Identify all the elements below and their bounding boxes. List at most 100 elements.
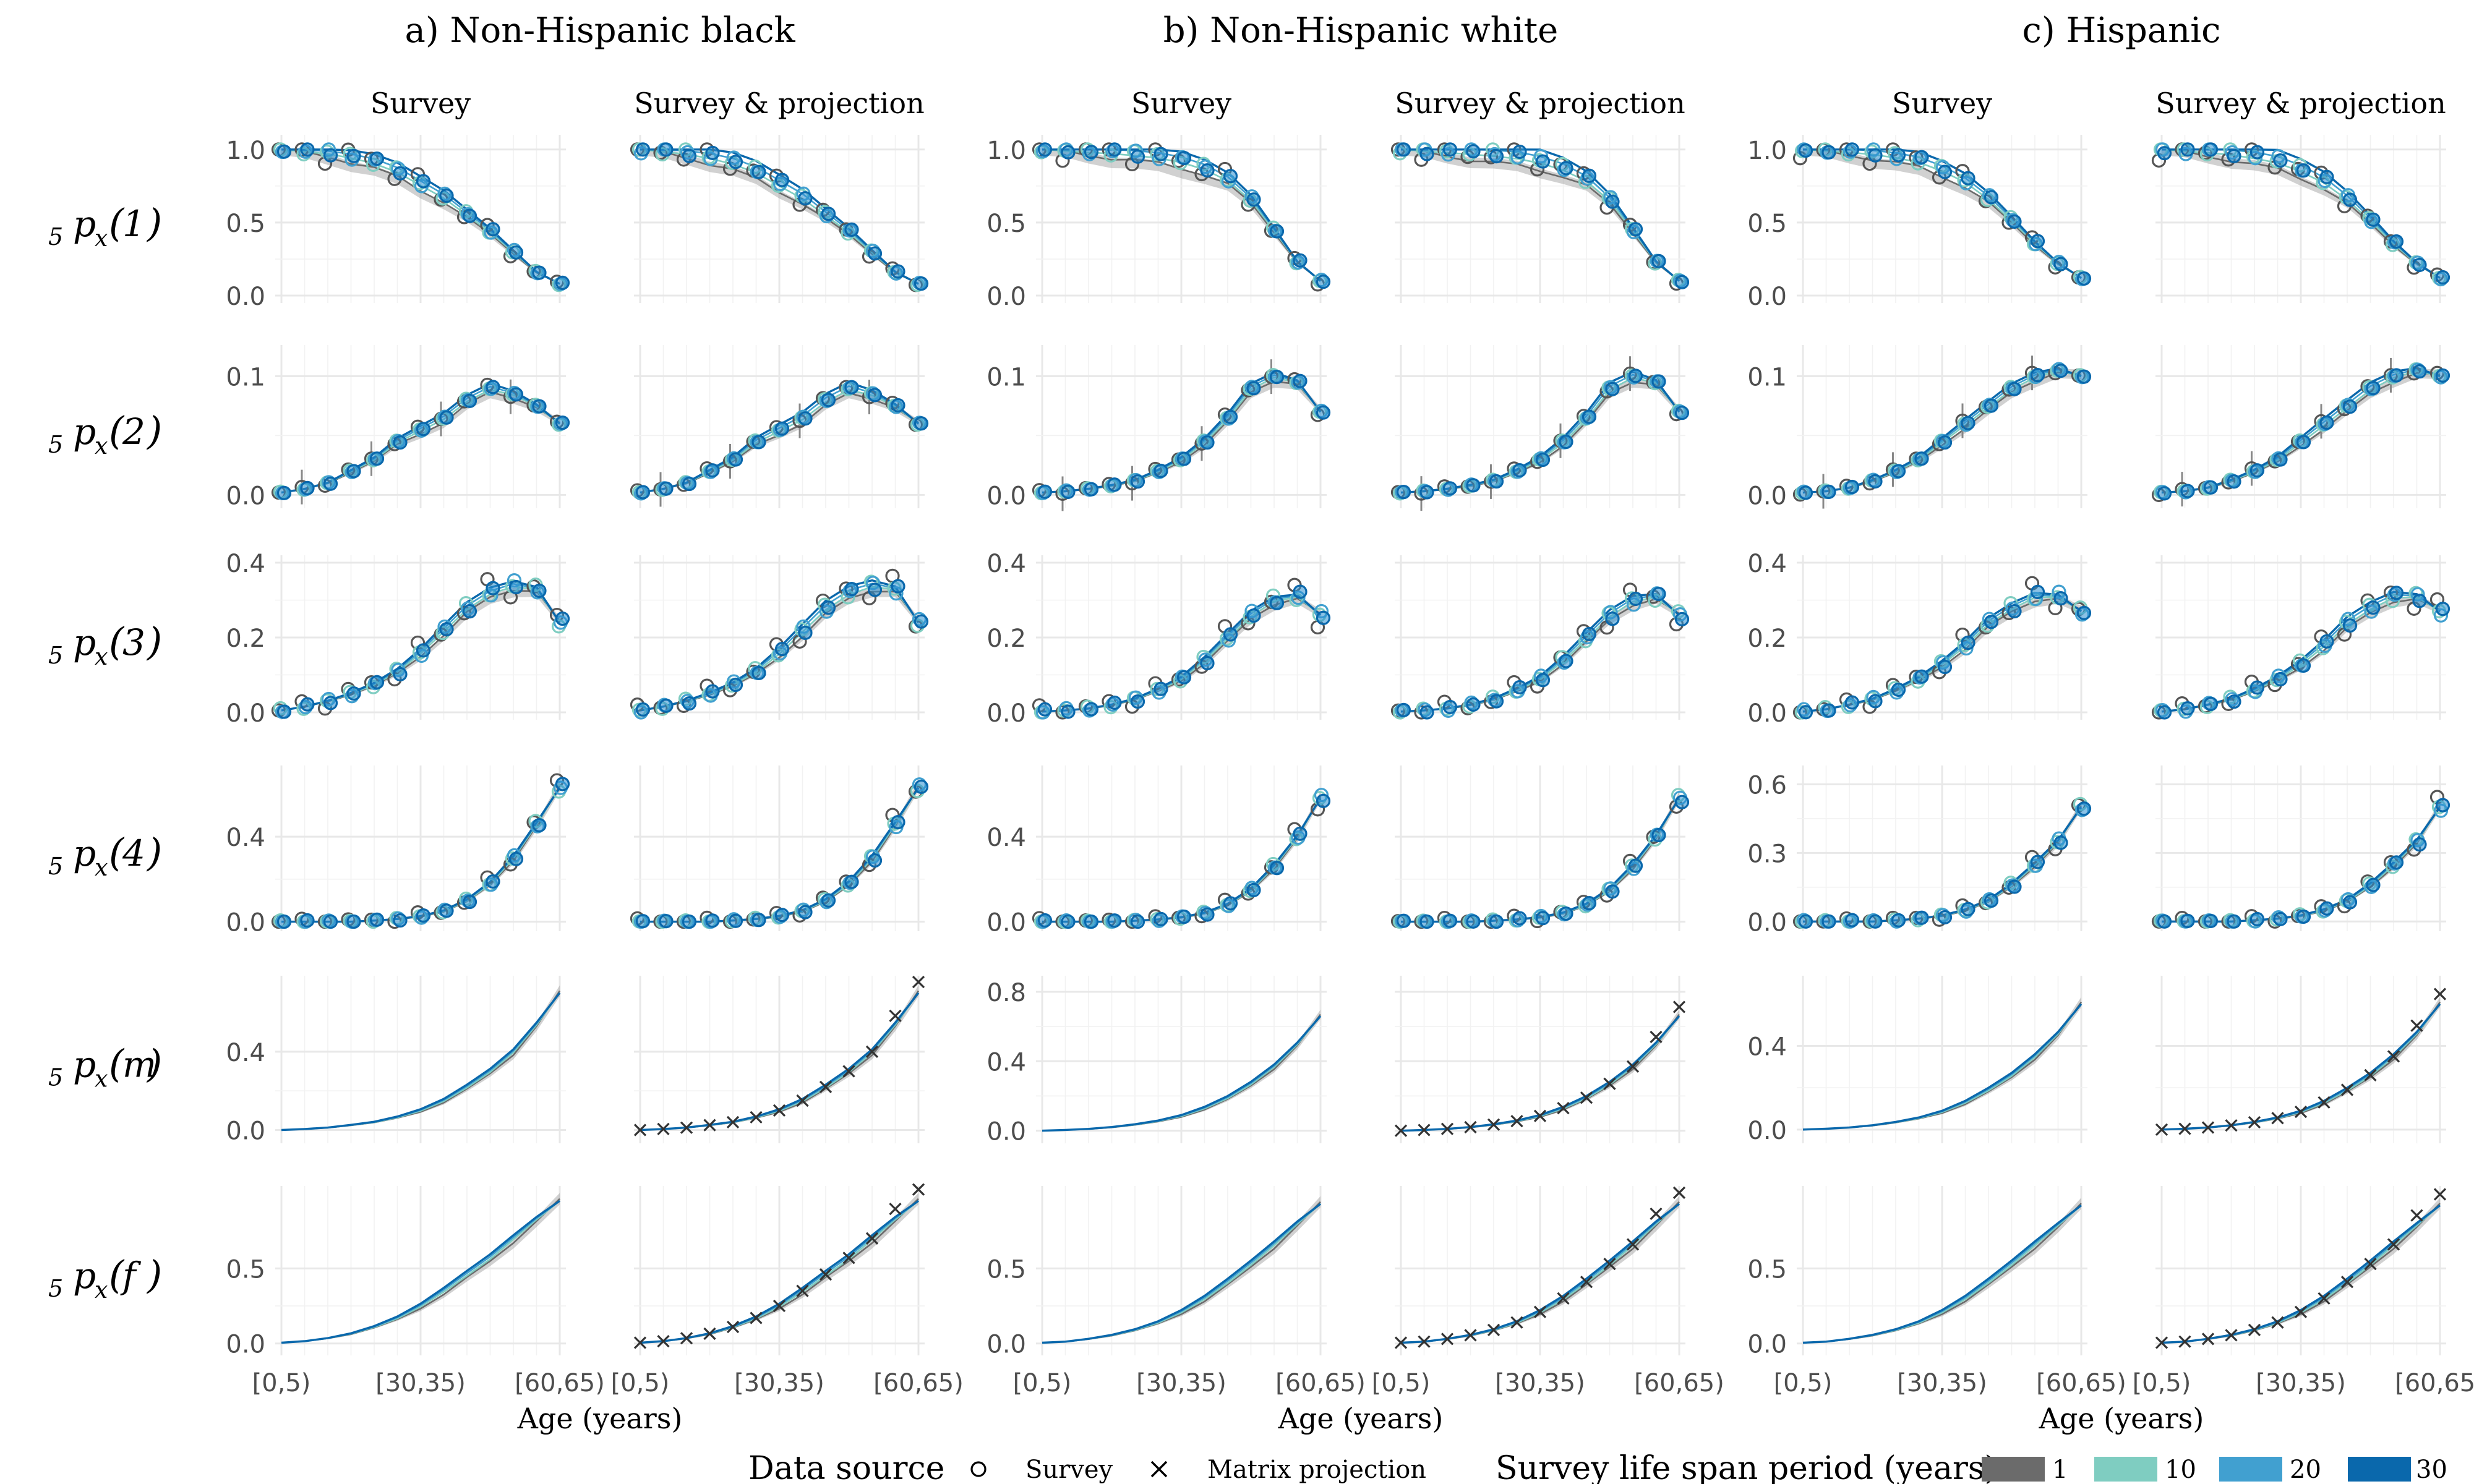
x-tick-label: [0,5) [2133,1369,2191,1397]
projection-point [750,1311,763,1324]
survey-point [2227,694,2241,709]
survey-point [2273,672,2288,687]
survey-point [798,625,813,641]
survey-point [416,422,431,437]
projection-point [1533,1109,1547,1122]
projection-point [1580,1276,1593,1289]
survey-point [2342,618,2358,633]
series-line-period-30 [281,1200,560,1344]
survey-point [682,148,697,163]
survey-point [1844,913,1860,927]
survey-point [1466,144,1481,159]
x-tick-label: [60,65) [1634,1369,1724,1397]
survey-point [1821,145,1836,160]
survey-point [2227,474,2241,489]
projection-point [657,1334,670,1348]
survey-point [659,698,674,713]
row-label-symbol: p [73,203,96,245]
survey-point [1293,253,1308,268]
projection-point [842,1065,855,1078]
survey-point [2180,701,2195,716]
survey-point [2342,399,2358,414]
row-label-prefix: 5 [48,1275,63,1302]
legend-period-label: 10 [2165,1456,2196,1484]
survey-point [508,851,524,866]
panel: 0.0 0.1 [987,345,1331,511]
survey-point [1107,142,1122,157]
survey-point [2249,145,2265,160]
survey-point [1061,914,1076,929]
survey-point [798,905,813,919]
projection-point [1440,1122,1454,1135]
projection-point [2271,1112,2284,1125]
series-line-period-30 [1042,1015,1322,1132]
survey-point [1466,478,1481,493]
projection-point [2318,1292,2331,1305]
survey-point [1316,405,1331,420]
projection-point [1510,1316,1523,1329]
row-label-paren: ) [146,619,162,664]
series-line-period-30 [281,992,561,1132]
survey-point [1891,682,1906,697]
survey-point [635,485,651,500]
y-tick-label: 0.4 [226,550,265,578]
survey-point [2180,913,2195,928]
survey-point [1396,485,1411,500]
survey-point [1559,434,1573,450]
y-tick-label: 0.0 [987,283,1026,311]
group-title: b) Non-Hispanic white [1163,11,1559,51]
survey-point [2030,368,2045,383]
survey-point [1984,398,1999,413]
survey-point [891,264,905,279]
survey-point [276,144,292,159]
group-title: a) Non-Hispanic black [404,11,795,51]
survey-point [1176,451,1192,466]
survey-point [2412,837,2427,852]
survey-point [682,696,697,711]
survey-point [1961,902,1975,916]
survey-point [1605,612,1620,626]
row-label: 5 px (f) [48,1252,162,1303]
projection-point [1394,1124,1408,1137]
survey-point [1651,586,1666,602]
projection-point [750,1111,763,1124]
survey-point [1396,702,1411,717]
survey-point [1984,615,1999,629]
survey-point [1061,484,1076,499]
survey-point [393,667,408,681]
series-line-period-30 [1802,1205,2082,1344]
projection-point [2364,1068,2377,1082]
row-label: 5 px (m) [48,1041,162,1093]
survey-point [2412,257,2427,273]
survey-point [774,421,790,436]
survey-point [2412,364,2427,379]
projection-point [2248,1323,2261,1337]
survey-point [2435,368,2450,383]
survey-point [369,151,385,166]
y-tick-label: 0.0 [1747,1117,1787,1145]
x-tick-label: [60,65) [2036,1369,2126,1397]
survey-point [2007,214,2022,229]
row-label: 5 px (2) [48,408,162,459]
survey-point [1512,911,1527,926]
survey-point [1200,907,1215,922]
survey-point [1442,142,1458,157]
survey-point [2157,486,2172,501]
survey-point [416,643,431,658]
survey-point [867,246,883,261]
x-tick-label: [0,5) [1372,1369,1431,1397]
projection-point [2340,1276,2354,1289]
projection-point [1487,1118,1500,1131]
projection-point [912,975,925,989]
survey-point [2412,594,2427,608]
series-line-period-30 [1802,1003,2082,1131]
projection-point [1418,1124,1431,1136]
survey-point [1246,608,1261,623]
projection-point [633,1124,647,1136]
y-tick-label: 0.4 [1747,550,1787,578]
survey-point [1176,670,1192,684]
projection-point [1487,1323,1500,1337]
survey-point [2249,680,2265,695]
y-tick-label: 0.8 [987,979,1026,1007]
survey-point [1535,673,1551,688]
